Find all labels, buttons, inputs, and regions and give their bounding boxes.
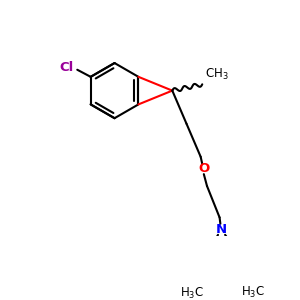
Text: H$_3$C: H$_3$C [180,286,204,300]
Text: O: O [198,162,209,175]
Text: Cl: Cl [59,61,73,74]
Text: H$_3$C: H$_3$C [242,284,266,300]
Text: CH$_3$: CH$_3$ [205,67,228,82]
Text: N: N [216,223,227,236]
